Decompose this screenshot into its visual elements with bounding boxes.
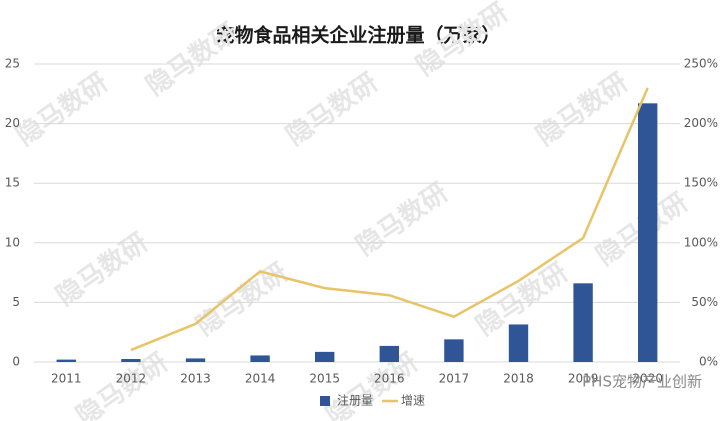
- x-tick-label: 2017: [439, 372, 470, 386]
- y-tick-label: 15: [5, 176, 20, 190]
- watermark: 隐马数研: [51, 228, 153, 312]
- watermark: 隐马数研: [11, 68, 113, 152]
- legend-swatch: [320, 396, 330, 406]
- y-tick-label: 5: [12, 295, 20, 309]
- y2-tick-label: 0%: [699, 355, 718, 369]
- watermark: 隐马数研: [141, 18, 243, 102]
- line: [130, 87, 649, 352]
- x-tick-label: 2020: [632, 372, 663, 386]
- y2-tick-label: 250%: [684, 57, 718, 71]
- bar: [638, 103, 658, 362]
- legend-label: 注册量: [337, 393, 373, 408]
- x-tick-label: 2015: [309, 372, 340, 386]
- bar: [56, 359, 76, 362]
- x-tick-label: 2018: [503, 372, 534, 386]
- x-tick-label: 2019: [568, 372, 599, 386]
- source: PHS宠物产业创新: [582, 373, 702, 391]
- watermark: 隐马数研: [281, 68, 383, 152]
- bar: [508, 324, 529, 362]
- bar: [379, 345, 399, 362]
- y2-tick-label: 50%: [691, 295, 718, 309]
- y2-tick-label: 100%: [684, 235, 718, 249]
- x-tick-label: 2013: [180, 372, 211, 386]
- chart-title: 宠物食品相关企业注册量（万家）: [215, 24, 500, 47]
- legend-label: 增速: [401, 394, 425, 408]
- y2-tick-label: 200%: [684, 116, 718, 130]
- bar: [444, 339, 464, 362]
- y2-tick-label: 150%: [684, 176, 718, 190]
- bar: [250, 355, 270, 362]
- watermark: 隐马数研: [531, 68, 633, 152]
- x-tick-label: 2014: [245, 372, 276, 386]
- y-tick-label: 25: [5, 57, 20, 71]
- y-tick-label: 10: [5, 235, 20, 249]
- bar: [121, 359, 141, 362]
- bar: [315, 351, 335, 362]
- x-tick-label: 2011: [51, 372, 82, 386]
- watermark: 隐马数研: [191, 258, 293, 342]
- x-tick-label: 2016: [374, 372, 405, 386]
- bar: [573, 283, 593, 362]
- y-tick-label: 0: [12, 355, 20, 369]
- watermark: 隐马数研: [351, 178, 453, 262]
- x-tick-label: 2012: [116, 372, 147, 386]
- bar: [185, 358, 206, 362]
- y-tick-label: 20: [5, 116, 20, 130]
